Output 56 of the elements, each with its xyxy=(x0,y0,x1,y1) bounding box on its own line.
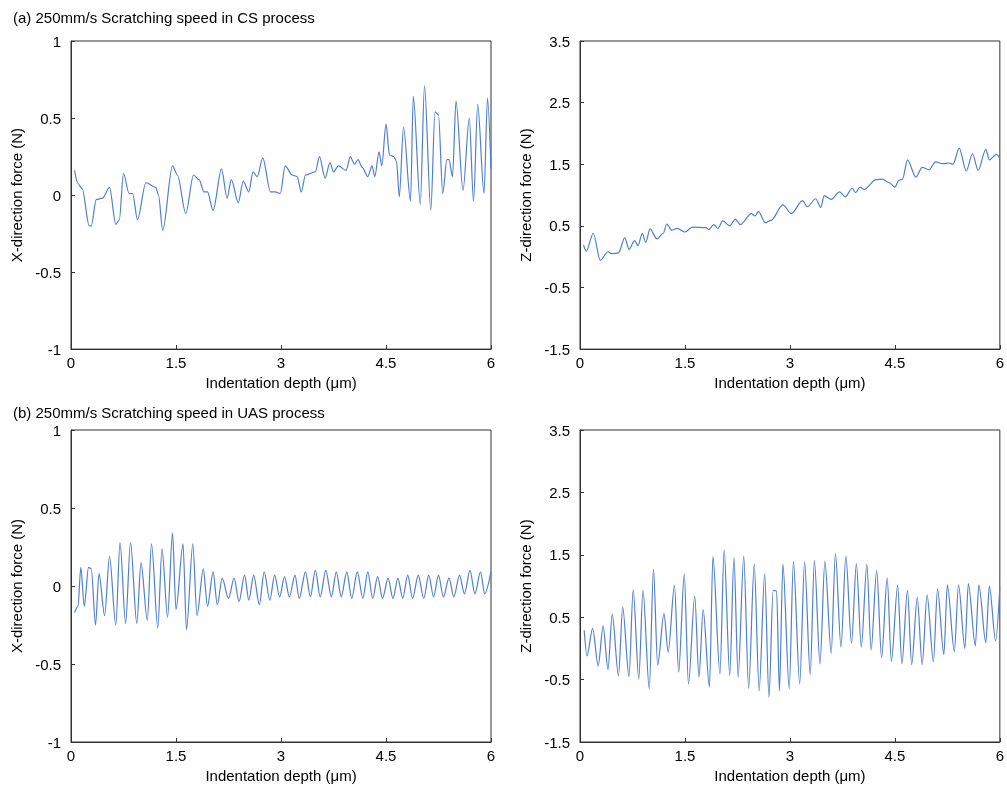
line-series xyxy=(73,85,492,232)
y-tick-label: 1.5 xyxy=(549,155,570,173)
x-tick-label: 0 xyxy=(66,747,76,764)
x-tick-label: 0 xyxy=(575,747,585,764)
y-tick-label: 0.5 xyxy=(549,217,570,235)
line-series xyxy=(583,549,1001,699)
x-axis-title: Indentation depth (μm) xyxy=(714,766,866,784)
x-tick-label: 6 xyxy=(486,747,496,764)
x-tick-label: 4.5 xyxy=(375,747,397,764)
y-tick-label: 3.5 xyxy=(549,32,570,50)
y-tick-label: 1 xyxy=(52,421,61,439)
y-tick-label: 0 xyxy=(52,577,61,595)
x-tick-label: 0 xyxy=(575,354,585,372)
y-tick-label: 0.5 xyxy=(40,499,61,517)
x-axis-title: Indentation depth (μm) xyxy=(205,766,357,784)
y-tick-label: -1.5 xyxy=(544,340,570,358)
x-tick-label: 0 xyxy=(66,354,76,372)
x-tick-label: 1.5 xyxy=(165,354,187,372)
y-tick-label: 1.5 xyxy=(549,546,570,564)
y-axis-title: X-direction force (N) xyxy=(8,127,26,263)
x-tick-label: 3 xyxy=(785,747,795,764)
x-tick-label: 1.5 xyxy=(165,747,187,764)
y-tick-label: -0.5 xyxy=(544,278,570,296)
x-tick-label: 6 xyxy=(995,747,1004,764)
x-axis-title: Indentation depth (μm) xyxy=(205,374,357,391)
line-series xyxy=(73,532,492,631)
x-tick-label: 1.5 xyxy=(674,747,696,764)
x-axis-title: Indentation depth (μm) xyxy=(714,374,866,391)
y-tick-label: -0.5 xyxy=(35,263,61,281)
chart-title: (a) 250mm/s Scratching speed in CS process xyxy=(13,9,315,26)
y-tick-label: 0.5 xyxy=(549,608,570,626)
y-tick-label: 0 xyxy=(52,186,61,204)
x-tick-label: 6 xyxy=(995,354,1004,372)
y-tick-label: 2.5 xyxy=(549,483,570,501)
x-tick-label: 3 xyxy=(276,354,286,372)
y-axis-title: Z-direction force (N) xyxy=(517,128,535,262)
x-tick-label: 6 xyxy=(486,354,496,372)
y-tick-label: -1.5 xyxy=(544,733,570,751)
y-tick-label: -1 xyxy=(47,340,61,358)
y-axis-title: X-direction force (N) xyxy=(8,518,26,654)
y-tick-label: 0.5 xyxy=(40,109,61,127)
x-tick-label: 4.5 xyxy=(884,747,906,764)
y-tick-label: 2.5 xyxy=(549,94,570,112)
x-tick-label: 3 xyxy=(785,354,795,372)
y-tick-label: 3.5 xyxy=(549,421,570,439)
x-tick-label: 1.5 xyxy=(674,354,696,372)
x-tick-label: 3 xyxy=(276,747,286,764)
y-tick-label: 1 xyxy=(52,32,61,50)
y-axis-title: Z-direction force (N) xyxy=(517,519,535,653)
y-tick-label: -0.5 xyxy=(544,671,570,689)
y-tick-label: -1 xyxy=(47,733,61,751)
chart-title: (b) 250mm/s Scratching speed in UAS process xyxy=(13,404,325,421)
x-tick-label: 4.5 xyxy=(375,354,397,372)
line-series xyxy=(582,147,1001,261)
x-tick-label: 4.5 xyxy=(884,354,906,372)
y-tick-label: -0.5 xyxy=(35,655,61,673)
